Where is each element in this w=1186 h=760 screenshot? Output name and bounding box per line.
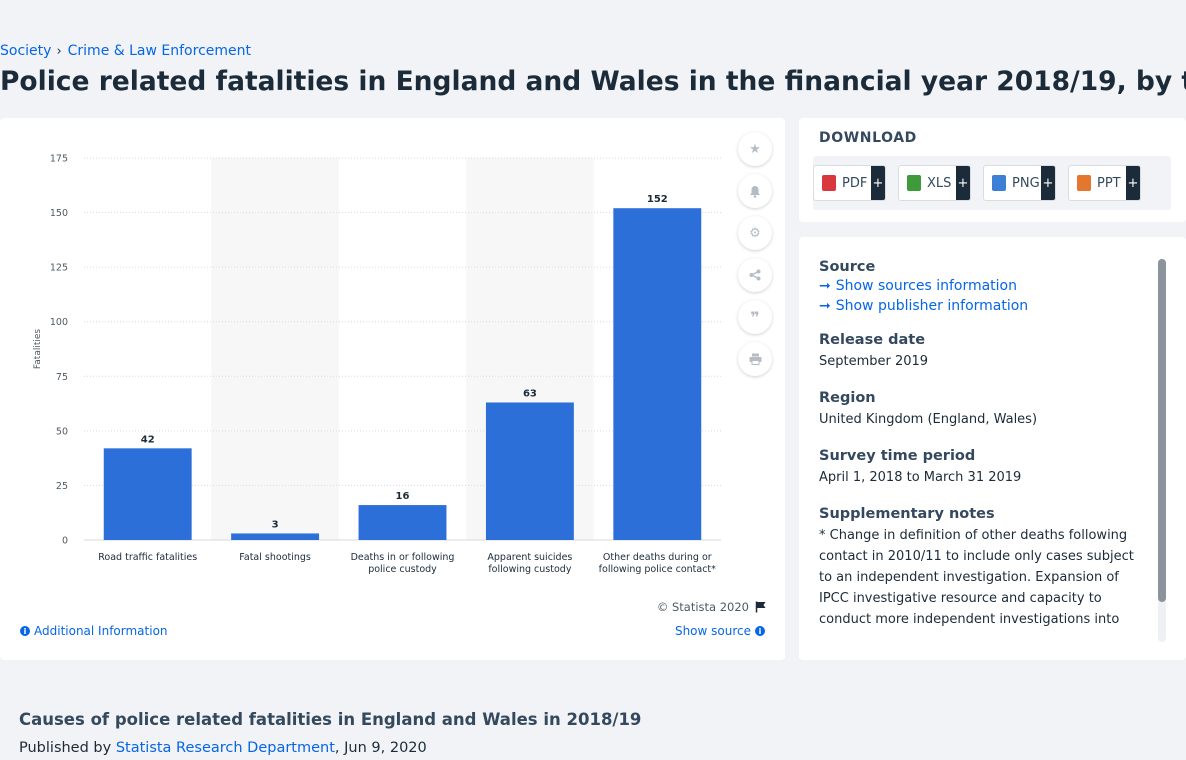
region-label: Region <box>819 390 876 406</box>
scrollbar-thumb[interactable] <box>1158 259 1166 602</box>
download-png-button[interactable]: PNG + <box>983 165 1056 201</box>
bar[interactable] <box>103 448 192 540</box>
download-png-label: PNG <box>1012 175 1040 191</box>
download-ppt-button[interactable]: PPT + <box>1068 165 1141 201</box>
show-sources-label: Show sources information <box>835 278 1017 294</box>
x-tick-label: Deaths in or following <box>351 552 455 563</box>
data-label: 3 <box>272 519 279 530</box>
category-band <box>211 158 339 540</box>
download-bar: PDF + XLS + PNG + PPT + <box>813 156 1171 210</box>
published-by: Published by Statista Research Departmen… <box>19 740 427 756</box>
plus-icon[interactable]: + <box>871 166 885 200</box>
x-tick-label: Road traffic fatalities <box>98 552 197 563</box>
copyright-text: © Statista 2020 <box>656 600 749 614</box>
page-title: Police related fatalities in England and… <box>0 66 1186 97</box>
published-date: , Jun 9, 2020 <box>334 740 427 756</box>
bottom-section: Causes of police related fatalities in E… <box>0 676 1186 760</box>
top-bar <box>0 0 1186 36</box>
png-file-icon <box>992 175 1006 191</box>
arrow-right-icon: ➞ <box>819 298 831 314</box>
x-tick-label: following police contact* <box>599 564 716 575</box>
info-icon: i <box>20 626 30 636</box>
breadcrumb-society[interactable]: Society <box>0 43 52 59</box>
y-tick-label: 150 <box>50 208 68 219</box>
x-tick-label: Fatal shootings <box>239 552 311 563</box>
bar[interactable] <box>231 533 320 540</box>
show-sources-link[interactable]: ➞ Show sources information <box>819 278 1149 294</box>
info-content: Source ➞ Show sources information ➞ Show… <box>819 259 1149 630</box>
bell-icon[interactable] <box>738 174 772 208</box>
download-pdf-label: PDF <box>842 175 868 191</box>
y-tick-label: 175 <box>50 154 68 165</box>
pdf-file-icon <box>822 175 836 191</box>
info-scrollbar[interactable] <box>1158 259 1166 642</box>
notes-label: Supplementary notes <box>819 506 995 522</box>
bar-chart: 0 25 50 75 100 125 150 175 Fatalities 42 Road traf… <box>33 154 721 575</box>
xls-file-icon <box>907 175 921 191</box>
plus-icon[interactable]: + <box>1041 166 1055 200</box>
additional-info-link[interactable]: i Additional Information <box>20 624 168 638</box>
bar[interactable] <box>358 505 447 540</box>
y-tick-label: 100 <box>50 317 68 328</box>
star-icon[interactable]: ★ <box>738 132 772 166</box>
y-axis-label: Fatalities <box>33 329 43 369</box>
breadcrumb-crime[interactable]: Crime & Law Enforcement <box>67 43 251 59</box>
show-publisher-label: Show publisher information <box>835 298 1029 314</box>
y-tick-label: 25 <box>56 481 68 492</box>
plus-icon[interactable]: + <box>1126 166 1140 200</box>
download-xls-label: XLS <box>927 175 952 191</box>
chart-card: 0 25 50 75 100 125 150 175 Fatalities 42 Road traf… <box>0 118 785 660</box>
chart-copyright: © Statista 2020 <box>657 600 767 614</box>
release-date-value: September 2019 <box>819 354 929 369</box>
bar[interactable] <box>485 402 574 540</box>
download-ppt-label: PPT <box>1097 175 1121 191</box>
additional-info-label: Additional Information <box>34 624 168 638</box>
source-label: Source <box>819 259 876 275</box>
show-source-link[interactable]: Show source i <box>675 624 765 638</box>
info-icon: i <box>755 626 765 636</box>
x-tick-label: following custody <box>488 564 571 575</box>
region-value: United Kingdom (England, Wales) <box>819 412 1038 427</box>
y-tick-label: 50 <box>56 426 68 437</box>
show-publisher-link[interactable]: ➞ Show publisher information <box>819 298 1149 314</box>
release-date-label: Release date <box>819 332 926 348</box>
chart-tools: ★ ⚙ ❞ <box>738 132 772 384</box>
quote-icon[interactable]: ❞ <box>738 300 772 334</box>
print-icon[interactable] <box>738 342 772 376</box>
download-title: DOWNLOAD <box>819 130 917 146</box>
gear-icon[interactable]: ⚙ <box>738 216 772 250</box>
show-source-label: Show source <box>674 624 751 638</box>
statistic-info-card: Source ➞ Show sources information ➞ Show… <box>799 237 1186 660</box>
y-tick-label: 0 <box>62 536 68 547</box>
data-label: 63 <box>523 388 537 399</box>
x-tick-label: police custody <box>368 564 437 575</box>
y-tick-label: 75 <box>56 372 68 383</box>
data-label: 42 <box>141 434 155 445</box>
breadcrumb-separator: › <box>56 43 62 59</box>
bar[interactable] <box>613 208 702 540</box>
share-icon[interactable] <box>738 258 772 292</box>
download-card: DOWNLOAD PDF + XLS + PNG + PPT + <box>799 118 1186 222</box>
download-pdf-button[interactable]: PDF + <box>813 165 886 201</box>
notes-value: * Change in definition of other deaths f… <box>819 528 1134 627</box>
flag-icon[interactable] <box>755 601 767 613</box>
ppt-file-icon <box>1077 175 1091 191</box>
data-label: 16 <box>396 491 410 502</box>
breadcrumb: Society › Crime & Law Enforcement <box>0 43 251 59</box>
statistic-heading: Causes of police related fatalities in E… <box>19 710 642 729</box>
survey-period-label: Survey time period <box>819 448 976 464</box>
download-xls-button[interactable]: XLS + <box>898 165 971 201</box>
publisher-link[interactable]: Statista Research Department <box>115 740 335 756</box>
data-label: 152 <box>647 194 668 205</box>
x-tick-label: Other deaths during or <box>603 552 712 563</box>
y-tick-label: 125 <box>50 263 68 274</box>
arrow-right-icon: ➞ <box>819 278 831 294</box>
survey-period-value: April 1, 2018 to March 31 2019 <box>819 470 1022 485</box>
published-prefix: Published by <box>19 740 112 756</box>
plus-icon[interactable]: + <box>956 166 970 200</box>
x-tick-label: Apparent suicides <box>487 552 572 563</box>
